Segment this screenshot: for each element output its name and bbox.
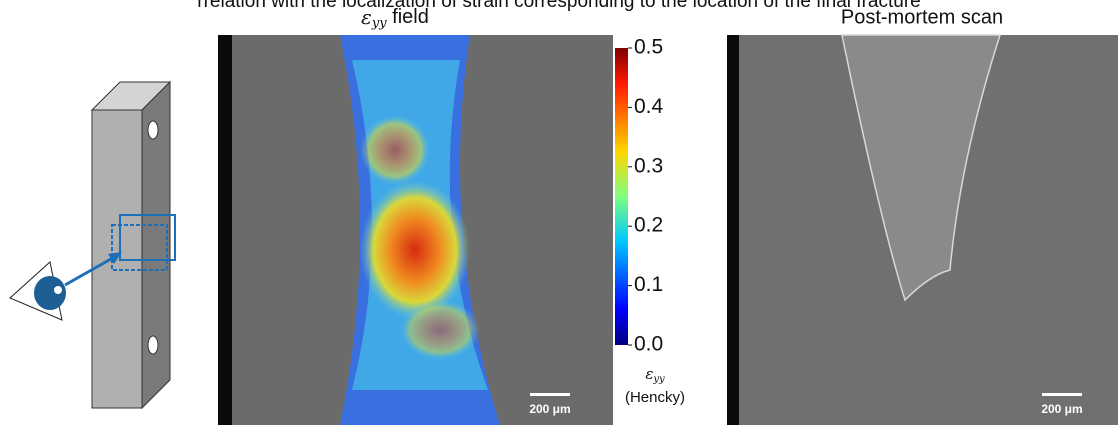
colorbar-label: εyy (645, 365, 665, 385)
colorbar-symbol: ε (645, 365, 653, 383)
colorbar-tick-label: 0.3 (634, 154, 663, 177)
title-text: field (387, 6, 429, 28)
scale-bar-label: 200 μm (529, 402, 570, 416)
figure: rrelation with the localization of strai… (0, 0, 1118, 425)
colorbar-tick-label: 0.4 (634, 95, 664, 118)
title-symbol: ε (361, 5, 372, 29)
colorbar-tick-label: 0.1 (634, 273, 663, 296)
scan-image: 200 μm (727, 35, 1118, 425)
colorbar-subscript: yy (652, 374, 665, 385)
scale-bar-label: 200 μm (1041, 402, 1082, 416)
colorbar-tick-label: 0.5 (634, 36, 663, 59)
colorbar-tick-label: 0.2 (634, 214, 663, 237)
colorbar (615, 48, 628, 345)
colorbar-note: (Hencky) (625, 389, 685, 406)
title-subscript: yy (371, 16, 387, 31)
panel-title: Post-mortem scan (841, 6, 1003, 28)
panel-title: εyy field (361, 5, 429, 31)
colorbar-tick-label: 0.0 (634, 333, 663, 356)
caption-fragment: rrelation with the localization of strai… (197, 0, 920, 12)
strain-image: 200 μm (218, 35, 613, 425)
specimen-illustration (10, 82, 175, 408)
